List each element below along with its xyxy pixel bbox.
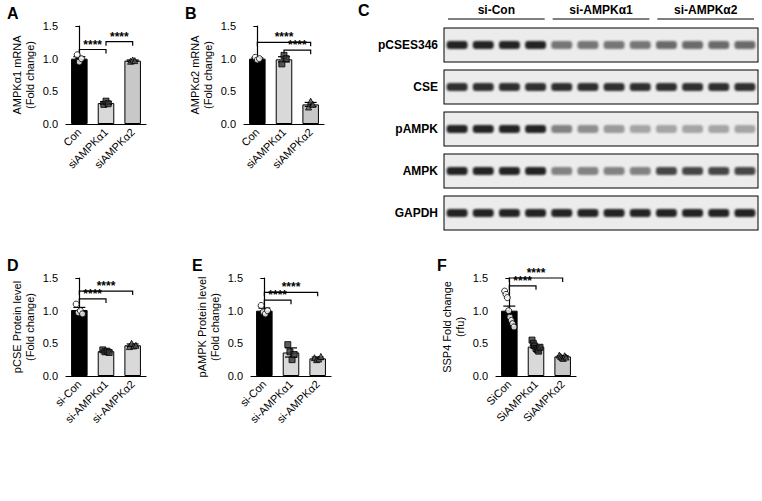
svg-text:1.5: 1.5 [43,272,58,284]
svg-text:si-AMPKα1: si-AMPKα1 [62,377,111,426]
svg-text:****: **** [97,279,116,293]
svg-text:1.0: 1.0 [221,53,236,65]
svg-text:1.5: 1.5 [221,20,236,32]
svg-text:C: C [358,2,370,19]
svg-text:1.0: 1.0 [228,305,243,317]
svg-text:0.5: 0.5 [221,85,236,97]
svg-text:AMPKα2 mRNA: AMPKα2 mRNA [189,35,201,115]
svg-text:siAMPKα1: siAMPKα1 [65,125,111,171]
svg-text:****: **** [83,38,102,52]
svg-text:CSE: CSE [413,80,438,94]
svg-text:1.5: 1.5 [43,20,58,32]
svg-text:0.0: 0.0 [43,370,58,382]
svg-text:E: E [192,257,203,274]
svg-text:F: F [437,257,447,274]
svg-text:(Fold change): (Fold change) [24,293,36,361]
svg-text:0.0: 0.0 [221,118,236,130]
svg-text:(Fold change): (Fold change) [24,41,36,109]
svg-text:si-Con: si-Con [478,3,515,17]
svg-text:GAPDH: GAPDH [395,206,438,220]
svg-text:pCSES346: pCSES346 [378,38,438,52]
svg-text:0.5: 0.5 [43,337,58,349]
svg-text:siAMPKα2: siAMPKα2 [92,126,137,171]
svg-text:SSP4 Fold change: SSP4 Fold change [441,281,453,373]
svg-text:SiAMPKα2: SiAMPKα2 [521,378,567,424]
svg-text:1.5: 1.5 [473,272,488,284]
svg-text:si-AMPKα2: si-AMPKα2 [89,378,137,426]
svg-text:pAMPK Protein level: pAMPK Protein level [196,277,208,378]
svg-text:(Fold change): (Fold change) [209,293,221,361]
svg-text:0.0: 0.0 [43,118,58,130]
svg-text:A: A [7,5,19,22]
svg-text:****: **** [527,266,546,280]
svg-text:0.5: 0.5 [43,85,58,97]
svg-text:0.0: 0.0 [473,370,488,382]
svg-text:B: B [185,5,197,22]
svg-text:1.0: 1.0 [43,305,58,317]
svg-text:SiCon: SiCon [483,377,514,408]
svg-text:si-AMPKα1: si-AMPKα1 [569,3,633,17]
svg-text:AMPK: AMPK [403,164,439,178]
svg-text:Con: Con [239,126,262,149]
svg-text:pAMPK: pAMPK [395,122,438,136]
svg-text:Con: Con [61,126,84,149]
svg-text:1.5: 1.5 [228,272,243,284]
svg-text:****: **** [110,30,129,44]
svg-text:siAMPKα1: siAMPKα1 [243,125,289,171]
svg-text:1.0: 1.0 [43,53,58,65]
svg-text:pCSE Protein level: pCSE Protein level [11,281,23,373]
svg-text:0.5: 0.5 [228,337,243,349]
svg-text:D: D [7,257,19,274]
svg-text:si-AMPKα2: si-AMPKα2 [274,378,322,426]
svg-text:si-AMPKα1: si-AMPKα1 [247,377,296,426]
svg-text:SiAMPKα1: SiAMPKα1 [494,377,541,424]
svg-text:****: **** [282,280,301,294]
svg-text:****: **** [275,30,294,44]
svg-text:AMPKα1 mRNA: AMPKα1 mRNA [11,35,23,115]
svg-text:si-AMPKα2: si-AMPKα2 [674,3,738,17]
svg-text:si-Con: si-Con [52,377,84,409]
svg-text:1.0: 1.0 [473,305,488,317]
svg-text:(Fold change): (Fold change) [202,41,214,109]
svg-text:0.5: 0.5 [473,337,488,349]
svg-text:(rfu): (rfu) [454,317,466,337]
svg-text:0.0: 0.0 [228,370,243,382]
svg-text:si-Con: si-Con [237,377,269,409]
svg-text:siAMPKα2: siAMPKα2 [270,126,315,171]
